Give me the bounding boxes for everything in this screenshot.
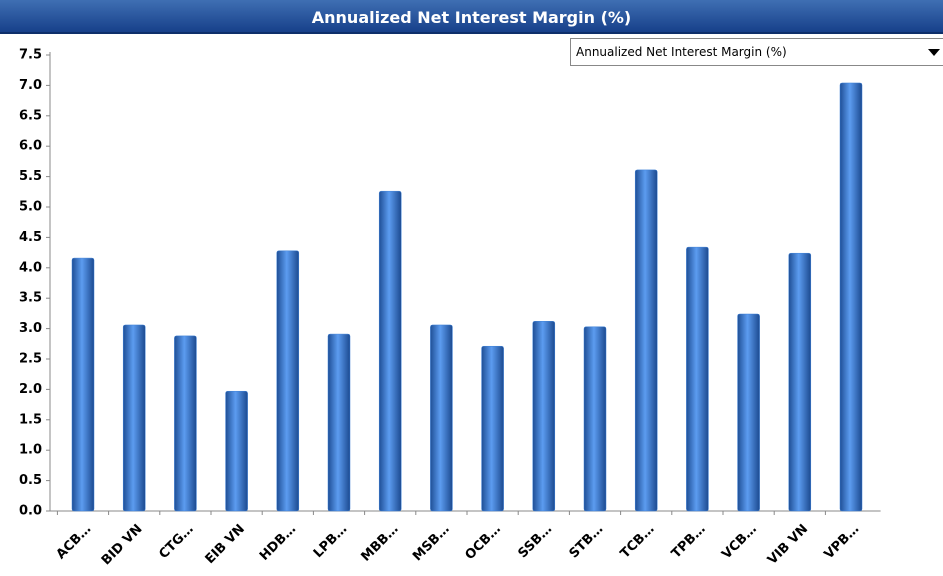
y-tick-label: 3.5 bbox=[19, 291, 42, 306]
x-tick-label: SSB… bbox=[515, 522, 555, 562]
bar bbox=[430, 324, 453, 512]
bar bbox=[327, 333, 351, 512]
x-tick-label: TCB… bbox=[618, 522, 658, 562]
y-tick-label: 1.5 bbox=[19, 412, 42, 427]
bar bbox=[71, 257, 95, 512]
y-tick-label: 6.5 bbox=[19, 108, 42, 123]
y-tick-label: 2.0 bbox=[19, 382, 42, 397]
bar bbox=[481, 345, 504, 512]
x-tick-label: BID VN bbox=[99, 522, 146, 569]
y-tick-label: 6.0 bbox=[19, 139, 42, 154]
y-tick-label: 4.0 bbox=[19, 260, 42, 275]
y-tick-label: 4.5 bbox=[19, 230, 42, 245]
x-tick-label: MSB… bbox=[410, 522, 453, 565]
bar bbox=[122, 324, 146, 512]
x-tick-label: VCB… bbox=[719, 522, 760, 563]
x-tick-label: LPB… bbox=[311, 522, 350, 561]
metric-dropdown[interactable]: Annualized Net Interest Margin (%) bbox=[570, 38, 943, 66]
y-tick-label: 0.5 bbox=[19, 473, 42, 488]
bar bbox=[737, 313, 760, 512]
bar bbox=[583, 326, 607, 512]
x-tick-label: HDB… bbox=[257, 522, 299, 564]
x-tick-label: MBB… bbox=[359, 522, 402, 565]
bar bbox=[225, 390, 248, 512]
bar bbox=[378, 190, 402, 512]
dropdown-text: Annualized Net Interest Margin (%) bbox=[576, 45, 787, 59]
x-tick-label: VPB… bbox=[822, 522, 863, 563]
y-tick-label: 1.0 bbox=[19, 443, 42, 458]
bar bbox=[532, 321, 556, 512]
bar bbox=[276, 250, 300, 512]
x-tick-label: ACB… bbox=[54, 522, 95, 563]
chart-title: Annualized Net Interest Margin (%) bbox=[0, 0, 943, 34]
bar bbox=[634, 169, 658, 512]
y-tick-label: 7.0 bbox=[19, 78, 42, 93]
y-tick-label: 5.5 bbox=[19, 169, 42, 184]
x-tick-label: CTG… bbox=[156, 522, 196, 562]
x-tick-label: STB… bbox=[567, 522, 607, 562]
dropdown-arrow[interactable] bbox=[928, 49, 940, 56]
x-tick-label: TPB… bbox=[669, 522, 709, 562]
y-tick-label: 2.5 bbox=[19, 352, 42, 367]
y-tick-label: 0.0 bbox=[19, 504, 42, 519]
bar bbox=[788, 252, 812, 512]
bar bbox=[174, 335, 197, 512]
x-tick-label: EIB VN bbox=[203, 522, 248, 567]
x-tick-label: VIB VN bbox=[765, 522, 811, 568]
y-tick-label: 5.0 bbox=[19, 200, 42, 215]
x-tick-label: OCB… bbox=[463, 522, 504, 563]
bar bbox=[686, 246, 709, 512]
bar bbox=[839, 82, 863, 512]
y-tick-label: 7.5 bbox=[19, 48, 42, 63]
y-tick-label: 3.0 bbox=[19, 321, 42, 336]
